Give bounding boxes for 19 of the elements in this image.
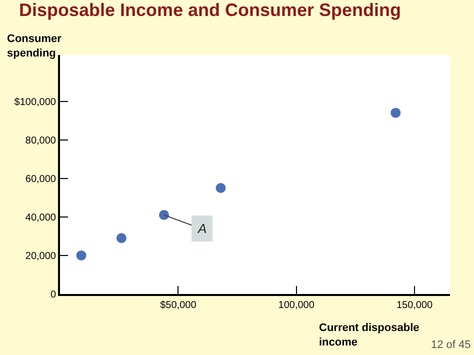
annotation: A	[197, 221, 207, 236]
x-tick-label: $50,000	[160, 300, 197, 311]
x-tick-label: 150,000	[396, 300, 434, 311]
text: 12 of 45	[431, 339, 471, 351]
y-tick-label: 60,000	[25, 174, 56, 185]
y-tick-label: 20,000	[25, 250, 56, 262]
y-tick-label: 40,000	[25, 212, 56, 224]
chart-title: Disposable Income and Consumer Spending	[18, 0, 402, 20]
y-tick-label: 80,000	[25, 135, 56, 146]
point	[76, 250, 86, 260]
point	[216, 182, 226, 193]
point	[159, 210, 169, 220]
point	[390, 108, 401, 118]
y-tick-label: $100,000	[14, 96, 56, 108]
point	[116, 233, 126, 244]
y-axis-title: Consumer spending	[7, 33, 62, 60]
x-tick-label: 100,000	[278, 300, 315, 311]
y-tick-label: 0	[50, 290, 56, 300]
x-axis-title: Current disposable income	[319, 322, 420, 348]
